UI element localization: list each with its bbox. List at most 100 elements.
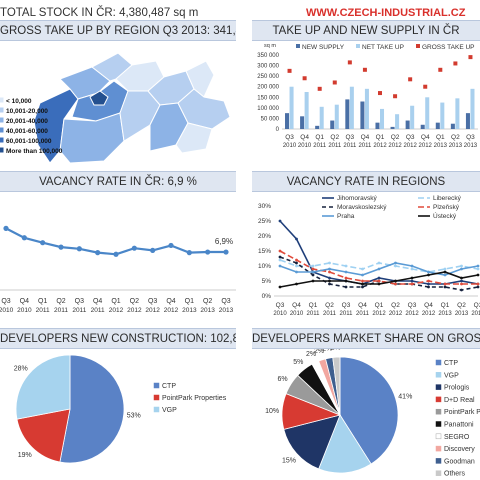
slice-value-label: 41%: [398, 394, 412, 401]
bar-new-supply: [435, 122, 440, 129]
series-point: [427, 273, 430, 277]
vacancy-point: [95, 250, 101, 256]
legend-swatch: [435, 384, 442, 390]
x-tick-label: Q2: [330, 134, 339, 141]
panel-header-take-up-supply: TAKE UP AND NEW SUPPLY IN ČR: [252, 20, 480, 41]
x-tick-label: 2013: [455, 311, 469, 317]
series-point: [278, 285, 282, 289]
slice-value-label: 15%: [282, 458, 296, 465]
x-tick-label: Q1: [111, 298, 120, 305]
series-point: [295, 258, 298, 262]
series-point: [344, 276, 348, 280]
series-point: [278, 264, 282, 268]
x-tick-label: Q4: [361, 134, 370, 141]
y-tick-label: 250 000: [257, 74, 279, 80]
marker-gross-take-up: [438, 67, 443, 72]
legend-swatch: [356, 44, 360, 48]
x-tick-label: 2012: [422, 311, 436, 317]
slice-value-label: 28%: [14, 366, 28, 373]
legend-swatch: [435, 458, 442, 464]
legend-label: More than 100,000: [6, 148, 63, 155]
series-point: [443, 282, 447, 286]
x-tick-label: Q4: [20, 298, 29, 305]
series-point: [311, 270, 315, 274]
series-point: [295, 282, 298, 286]
x-tick-label: 2010: [17, 307, 32, 314]
series-point: [460, 288, 463, 292]
x-tick-label: Q4: [300, 134, 309, 141]
slice-value-label: 19%: [18, 452, 32, 459]
series-point: [476, 273, 480, 277]
bar-net-take-up: [380, 108, 385, 129]
bar-new-supply: [405, 120, 410, 129]
slice-value-label: 5%: [293, 359, 303, 366]
series-point: [443, 270, 447, 274]
website-link[interactable]: WWW.CZECH-INDUSTRIAL.CZ: [306, 7, 466, 19]
czech-map: [33, 52, 231, 164]
x-tick-label: Q2: [325, 302, 334, 309]
series-point: [476, 267, 480, 271]
legend-label: Ústecký: [433, 211, 457, 220]
x-tick-label: Q3: [406, 134, 415, 141]
legend-swatch: [435, 433, 442, 440]
series-point: [476, 285, 480, 289]
vacancy-regions-chart: 0% 5% 10% 15% 20% 25% 30% Q3 2010 Q4 2010 Q1 2011 Q2 2…: [258, 195, 480, 317]
vacancy-point: [205, 249, 211, 255]
bar-new-supply: [390, 126, 395, 129]
x-tick-label: 2013: [464, 143, 478, 149]
x-tick-label: 2012: [372, 311, 386, 317]
legend-label: Prologis: [444, 385, 470, 392]
bar-new-supply: [330, 120, 335, 129]
series-point: [361, 282, 364, 286]
x-tick-label: 2012: [164, 307, 179, 314]
x-tick-label: 2010: [0, 307, 14, 314]
legend-swatch: [435, 359, 442, 366]
legend-label: CTP: [162, 383, 176, 390]
bar-net-take-up: [289, 86, 294, 129]
series-point: [295, 237, 298, 241]
pie-slice-prologis: [283, 414, 341, 470]
bar-new-supply: [345, 99, 350, 129]
x-tick-label: 2011: [358, 143, 372, 149]
marker-gross-take-up: [468, 55, 473, 60]
pie-slice-pointpark-properties: [16, 408, 71, 463]
x-tick-label: Q2: [391, 302, 400, 309]
x-tick-label: 2010: [273, 311, 287, 317]
x-tick-label: 2011: [343, 143, 357, 149]
legend-label: 20,001-40,000: [6, 118, 48, 125]
series-point: [361, 273, 364, 277]
marker-gross-take-up: [317, 86, 322, 91]
vacancy-point: [76, 246, 82, 252]
series-point: [410, 279, 414, 283]
slice-value-label: 6%: [278, 376, 288, 383]
x-tick-label: 2011: [36, 307, 50, 314]
legend-swatch: [0, 126, 5, 134]
legend-label: VGP: [444, 372, 459, 379]
panel-header-take-up-region: GROSS TAKE UP BY REGION Q3 2013: 341,470…: [0, 20, 236, 41]
legend-label: 60,001-100,000: [6, 138, 52, 145]
x-tick-label: 2012: [403, 143, 417, 149]
x-tick-label: 2012: [145, 307, 160, 314]
panel-header-vacancy-cr: VACANCY RATE IN ČR: 6,9 %: [0, 171, 236, 192]
x-tick-label: 2012: [109, 307, 124, 314]
series-point: [410, 276, 414, 280]
x-tick-label: 2011: [328, 143, 342, 149]
x-tick-label: 2012: [127, 307, 142, 314]
series-point: [443, 273, 447, 277]
series-point: [278, 258, 282, 262]
y-tick-label: 0%: [262, 293, 272, 300]
marker-gross-take-up: [302, 76, 307, 81]
series-point: [295, 270, 298, 274]
x-tick-label: 2013: [434, 143, 448, 149]
x-tick-label: 2013: [471, 311, 480, 317]
y-tick-label: 15%: [258, 248, 271, 255]
series-point: [344, 264, 348, 268]
legend-swatch: [0, 146, 5, 154]
bar-net-take-up: [364, 88, 369, 129]
marker-gross-take-up: [453, 61, 458, 66]
x-tick-label: Q1: [376, 134, 385, 141]
x-tick-label: Q3: [474, 302, 480, 309]
x-tick-label: Q4: [292, 302, 301, 309]
y-tick-label: 350 000: [257, 53, 279, 59]
x-tick-label: 2012: [389, 311, 403, 317]
